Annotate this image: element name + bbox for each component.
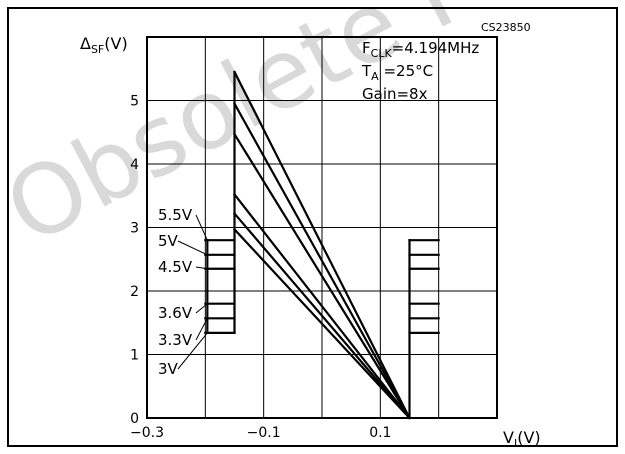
legend-label-4_5V: 4.5V (158, 258, 193, 276)
legend-label-3V: 3V (158, 360, 179, 378)
legend-label-5_5V: 5.5V (158, 206, 193, 224)
x-tick-label: −0.3 (130, 425, 164, 441)
series-layer (204, 70, 440, 420)
legend-label-3_6V: 3.6V (158, 304, 193, 322)
series-trace-3_6V (204, 192, 440, 420)
legend-leader (177, 332, 208, 370)
series-trace-3V (204, 227, 440, 420)
y-tick-label: 5 (130, 94, 139, 110)
y-axis-label: ΔSF(V) (80, 34, 128, 56)
y-tick-label: 2 (130, 284, 139, 300)
legend-leader (177, 240, 208, 256)
legend-leader (195, 303, 208, 314)
figure-frame (7, 7, 618, 447)
series-trace-5V (204, 102, 440, 420)
grid (146, 36, 498, 419)
legend-leader (195, 214, 208, 241)
condition-ta: TA =25°C (361, 62, 433, 83)
conditions-block: FCLK=4.194MHz TA =25°C Gain=8x (361, 39, 479, 103)
legend-leader (195, 266, 208, 270)
tick-labels: 0 1 2 3 4 5 −0.3 −0.1 0.1 (130, 94, 391, 442)
x-axis-label: VI(V) (503, 428, 541, 450)
legend-label-5V: 5V (158, 232, 179, 250)
condition-gain: Gain=8x (362, 85, 428, 103)
x-tick-label: 0.1 (369, 425, 391, 441)
y-tick-label: 0 (130, 411, 139, 427)
legend: 5.5V 5V 4.5V 3.6V 3.3V 3V (158, 206, 208, 378)
legend-label-3_3V: 3.3V (158, 331, 193, 349)
series-trace-4_5V (204, 132, 440, 420)
y-tick-label: 1 (130, 348, 139, 364)
condition-fclk: FCLK=4.194MHz (362, 39, 479, 60)
series-trace-5_5V (204, 70, 440, 420)
y-tick-label: 3 (130, 221, 139, 237)
x-tick-label: −0.1 (247, 425, 281, 441)
series-trace-3_3V (204, 211, 440, 420)
legend-leader (195, 318, 208, 341)
y-tick-label: 4 (130, 157, 139, 173)
reference-code: CS23850 (481, 21, 531, 34)
